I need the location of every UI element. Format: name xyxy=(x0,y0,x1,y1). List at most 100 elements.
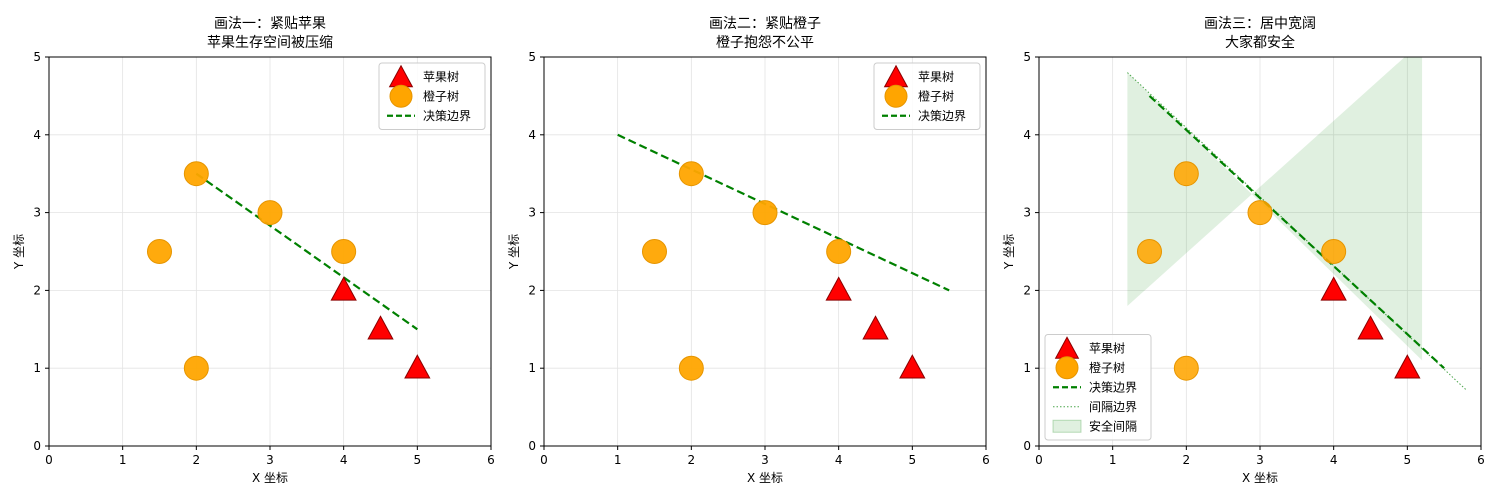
chart-title-line: 大家都安全 xyxy=(1225,34,1295,51)
y-axis-label: Y 坐标 xyxy=(507,234,521,270)
x-axis-label: X 坐标 xyxy=(747,471,783,485)
legend-label: 决策边界 xyxy=(1089,380,1137,394)
y-tick-label: 1 xyxy=(1023,361,1031,375)
legend-label: 橙子树 xyxy=(918,88,954,103)
y-axis-label: Y 坐标 xyxy=(1002,234,1016,270)
x-tick-label: 0 xyxy=(1035,453,1043,467)
x-tick-label: 3 xyxy=(266,453,274,467)
legend-label: 苹果树 xyxy=(423,69,459,84)
plot-area xyxy=(147,161,431,381)
orange-tree-marker xyxy=(1173,161,1199,187)
x-tick-label: 6 xyxy=(982,453,990,467)
apple-tree-marker xyxy=(899,354,926,379)
x-tick-label: 2 xyxy=(193,453,201,467)
decision-boundary-line xyxy=(1148,95,1445,370)
legend-label: 苹果树 xyxy=(1089,340,1125,355)
legend-orange-swatch xyxy=(1055,356,1079,380)
orange-tree-marker xyxy=(331,239,357,264)
legend-orange-swatch xyxy=(389,84,413,108)
chart-title-line: 画法一：紧贴苹果 xyxy=(214,16,326,32)
chart-title-line: 苹果生存空间被压缩 xyxy=(207,35,333,51)
orange-tree-marker xyxy=(642,239,667,264)
legend-label: 决策边界 xyxy=(423,109,471,123)
y-tick-label: 1 xyxy=(33,361,41,375)
x-tick-label: 1 xyxy=(119,453,127,467)
orange-tree-marker xyxy=(1173,355,1199,381)
y-tick-label: 5 xyxy=(528,50,536,64)
x-tick-label: 0 xyxy=(540,453,548,467)
apple-tree-marker xyxy=(1357,315,1384,340)
legend-area-swatch xyxy=(1052,419,1082,433)
orange-tree-marker xyxy=(826,239,852,264)
orange-tree-marker xyxy=(752,200,778,226)
y-tick-label: 2 xyxy=(528,283,536,297)
x-tick-label: 2 xyxy=(688,453,696,467)
margin-boundary-line xyxy=(1127,72,1467,391)
apple-tree-marker xyxy=(367,315,394,340)
chart-panel-1: 0 1 2 3 4 5 6 0 1 2 3 4 5 X 坐标 Y 坐标 画法一：紧贴苹果苹果生存空间被压缩苹果… xyxy=(12,16,495,485)
x-tick-label: 5 xyxy=(1404,453,1412,467)
x-axis-label: X 坐标 xyxy=(1242,471,1278,485)
x-tick-label: 4 xyxy=(835,453,843,467)
legend-label: 决策边界 xyxy=(918,109,966,123)
orange-tree-marker xyxy=(678,161,704,187)
apple-tree-marker xyxy=(1394,354,1421,379)
x-tick-label: 1 xyxy=(614,453,622,467)
x-tick-label: 3 xyxy=(761,453,769,467)
y-tick-label: 4 xyxy=(33,128,41,142)
safety-margin-area xyxy=(1127,57,1423,361)
apple-tree-marker xyxy=(862,315,889,340)
y-tick-label: 5 xyxy=(33,50,41,64)
orange-tree-marker xyxy=(678,355,704,381)
y-tick-label: 0 xyxy=(528,439,536,453)
y-tick-label: 0 xyxy=(1023,439,1031,453)
x-tick-label: 6 xyxy=(1477,453,1485,467)
orange-tree-marker xyxy=(183,161,209,187)
y-tick-label: 5 xyxy=(1023,50,1031,64)
x-tick-label: 1 xyxy=(1109,453,1117,467)
legend-label: 橙子树 xyxy=(423,88,459,103)
apple-tree-marker xyxy=(330,276,357,301)
x-tick-label: 6 xyxy=(487,453,495,467)
orange-tree-marker xyxy=(147,239,172,264)
y-tick-label: 2 xyxy=(33,283,41,297)
x-tick-label: 3 xyxy=(1256,453,1264,467)
y-tick-label: 1 xyxy=(528,361,536,375)
orange-tree-marker xyxy=(183,355,209,381)
orange-tree-marker xyxy=(1247,200,1273,226)
x-tick-label: 0 xyxy=(45,453,53,467)
x-axis-label: X 坐标 xyxy=(252,471,288,485)
chart-panel-3: 0 1 2 3 4 5 6 0 1 2 3 4 5 X 坐标 Y 坐标 画法三：居中宽阔大家都安全苹果树橙子树… xyxy=(1002,15,1485,485)
legend-orange-swatch xyxy=(884,84,908,108)
legend-label: 苹果树 xyxy=(918,69,954,84)
orange-tree-marker xyxy=(257,200,283,226)
plot-area xyxy=(617,133,950,381)
x-tick-label: 4 xyxy=(1330,453,1338,467)
apple-tree-marker xyxy=(404,354,431,379)
chart-title-line: 画法二：紧贴橙子 xyxy=(709,16,821,32)
x-tick-label: 4 xyxy=(340,453,348,467)
x-tick-label: 5 xyxy=(414,453,422,467)
y-tick-label: 3 xyxy=(33,206,41,220)
y-tick-label: 4 xyxy=(1023,128,1031,142)
plot-area xyxy=(1127,57,1467,391)
decision-boundary-line xyxy=(617,133,950,292)
y-tick-label: 3 xyxy=(528,206,536,220)
x-tick-label: 2 xyxy=(1183,453,1191,467)
legend-label: 橙子树 xyxy=(1089,360,1125,375)
y-axis-label: Y 坐标 xyxy=(12,234,26,270)
y-tick-label: 2 xyxy=(1023,283,1031,297)
orange-tree-marker xyxy=(1321,239,1347,264)
apple-tree-marker xyxy=(825,276,852,301)
orange-tree-marker xyxy=(1137,239,1162,264)
apple-tree-marker xyxy=(1320,276,1347,301)
y-tick-label: 3 xyxy=(1023,206,1031,220)
legend-label: 安全间隔 xyxy=(1089,418,1137,433)
chart-title-line: 橙子抱怨不公平 xyxy=(716,35,814,51)
y-tick-label: 0 xyxy=(33,439,41,453)
x-tick-label: 5 xyxy=(909,453,917,467)
